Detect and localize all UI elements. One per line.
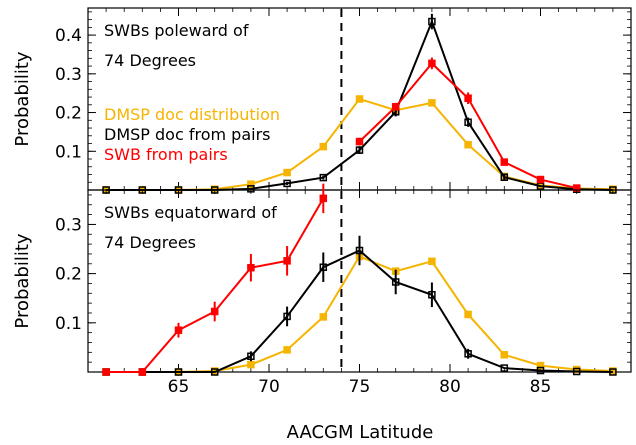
series-line bbox=[106, 249, 613, 373]
data-point bbox=[428, 291, 436, 299]
panel-annotation: 74 Degrees bbox=[104, 233, 196, 252]
data-point bbox=[536, 361, 545, 370]
data-point bbox=[319, 194, 328, 203]
y-tick-label: 0.4 bbox=[55, 26, 82, 46]
data-point bbox=[500, 173, 509, 181]
data-point bbox=[355, 246, 364, 255]
data-point bbox=[355, 146, 364, 154]
data-point bbox=[210, 307, 219, 316]
y-axis-label: Probability bbox=[12, 51, 33, 146]
data-point bbox=[174, 368, 183, 376]
legend-entry: DMSP doc from pairs bbox=[104, 125, 270, 144]
data-point bbox=[464, 118, 472, 126]
data-point bbox=[355, 95, 364, 103]
data-point bbox=[536, 175, 545, 184]
panel-annotation: SWBs poleward of bbox=[104, 21, 249, 40]
data-point bbox=[247, 263, 255, 272]
data-point bbox=[428, 59, 436, 68]
y-tick-label: 0.2 bbox=[55, 104, 82, 124]
data-point bbox=[319, 263, 328, 271]
data-point bbox=[391, 278, 400, 286]
data-point bbox=[319, 313, 328, 321]
y-axis-label: Probability bbox=[12, 233, 33, 328]
data-point bbox=[283, 257, 291, 265]
y-tick-label: 0.3 bbox=[55, 215, 82, 235]
y-tick-label: 0.1 bbox=[55, 314, 82, 334]
data-point bbox=[464, 140, 472, 149]
data-point bbox=[319, 173, 328, 182]
data-point bbox=[391, 102, 400, 111]
x-tick-label: 75 bbox=[349, 377, 371, 397]
data-point bbox=[247, 352, 255, 361]
data-point bbox=[283, 168, 291, 177]
data-point bbox=[283, 179, 291, 188]
data-point bbox=[428, 257, 436, 266]
data-point bbox=[247, 360, 255, 369]
data-point bbox=[500, 158, 509, 166]
data-point bbox=[500, 351, 509, 359]
panel-top: 0.1 0.2 0.3 0.4 Probability SWBs poleward of 7… bbox=[12, 7, 632, 194]
data-point bbox=[428, 99, 436, 107]
data-point bbox=[500, 364, 509, 372]
data-point bbox=[283, 346, 291, 354]
data-point bbox=[174, 326, 183, 334]
legend-entry: DMSP doc distribution bbox=[104, 105, 280, 124]
data-point bbox=[355, 137, 364, 146]
data-point bbox=[319, 142, 328, 151]
y-tick-label: 0.2 bbox=[55, 265, 82, 285]
data-point bbox=[138, 368, 147, 376]
data-point bbox=[210, 368, 219, 376]
panel-bottom: 0.1 0.2 0.3 65 70 75 80 85 Probability SWBs equat… bbox=[12, 183, 632, 397]
series-line bbox=[106, 255, 613, 373]
data-point bbox=[464, 310, 472, 319]
data-point bbox=[247, 180, 255, 188]
panel-annotation: SWBs equatorward of bbox=[104, 203, 277, 222]
data-point bbox=[609, 368, 617, 376]
panel-annotation: 74 Degrees bbox=[104, 51, 196, 70]
data-point bbox=[464, 350, 472, 358]
x-tick-label: 65 bbox=[168, 377, 190, 397]
x-tick-label: 70 bbox=[258, 377, 280, 397]
data-point bbox=[536, 366, 545, 375]
legend-entry: SWB from pairs bbox=[104, 145, 228, 164]
data-point bbox=[283, 312, 291, 321]
y-tick-label: 0.1 bbox=[55, 142, 82, 162]
x-tick-label: 80 bbox=[439, 377, 461, 397]
data-point bbox=[572, 367, 581, 376]
data-point bbox=[102, 368, 110, 376]
x-axis-label: AACGM Latitude bbox=[287, 422, 434, 443]
y-tick-label: 0.3 bbox=[55, 65, 82, 85]
x-tick-label: 85 bbox=[530, 377, 552, 397]
data-point bbox=[428, 17, 436, 26]
data-point bbox=[464, 94, 472, 102]
